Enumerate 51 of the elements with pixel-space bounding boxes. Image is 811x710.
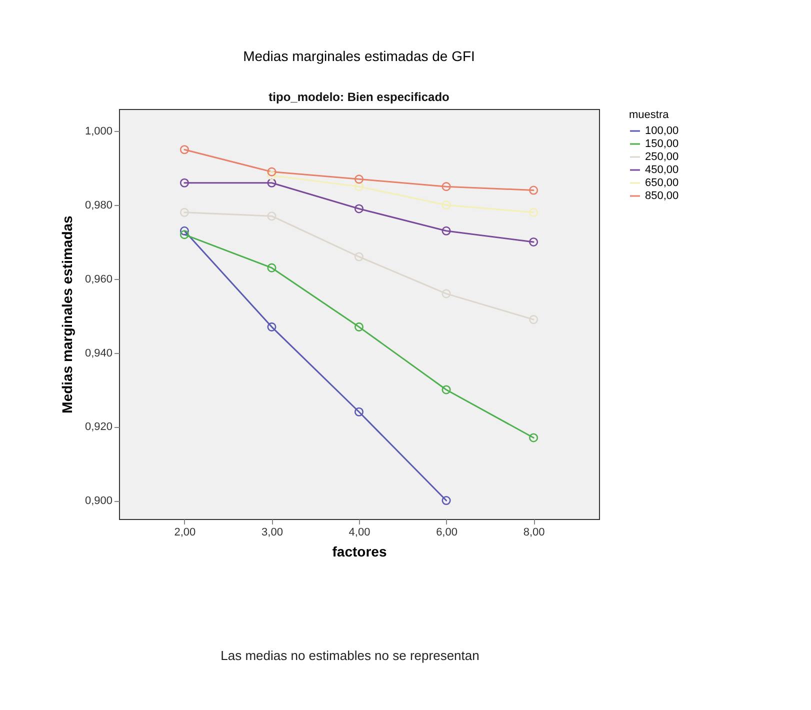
text: Las medias no estimables no se representan [220, 648, 480, 663]
point [442, 182, 451, 192]
y-tick-label: 0,920 [84, 421, 112, 434]
point [180, 145, 189, 154]
x-tick-label: 2,00 [174, 526, 196, 538]
point [267, 170, 276, 180]
y-tick-label: 1,000 [84, 126, 112, 138]
point [529, 208, 538, 217]
point [529, 186, 538, 195]
legend-label: 650,00 [645, 177, 679, 189]
x-axis-title: factores [332, 544, 387, 560]
point [354, 252, 364, 262]
point [529, 433, 538, 442]
point [267, 322, 276, 332]
x-tick-label: 3,00 [262, 526, 283, 538]
legend-label: 850,00 [645, 190, 679, 202]
y-tick-label: 0,940 [84, 347, 112, 360]
point [267, 263, 276, 272]
chart-subtitle: tipo_modelo: Bien especificado [268, 90, 450, 104]
legend-label: 100,00 [645, 125, 679, 137]
point [354, 407, 364, 416]
point [529, 237, 538, 246]
x-tick-label: 8,00 [523, 526, 545, 538]
legend-label: 450,00 [645, 164, 679, 176]
point [442, 226, 451, 236]
y-axis-title: Medias marginales estimadas [58, 215, 75, 414]
point [354, 204, 364, 214]
point [442, 200, 451, 210]
y-tick-label: 0,980 [84, 200, 112, 212]
point [442, 496, 451, 506]
legend-title: muestra [629, 109, 670, 121]
x-tick-label: 4,00 [348, 526, 370, 538]
x-tick-label: 6,00 [436, 526, 458, 538]
point [354, 182, 364, 192]
point [180, 208, 189, 217]
point [180, 178, 189, 188]
point [267, 167, 276, 176]
point [267, 212, 276, 221]
point [180, 230, 189, 240]
legend-label: 250,00 [645, 151, 679, 163]
y-tick-label: 0,960 [84, 273, 112, 286]
y-tick-label: 0,900 [84, 495, 112, 508]
point [442, 289, 451, 298]
chart-title: Medias marginales estimadas de GFI [243, 48, 475, 64]
point [354, 174, 364, 184]
legend-label: 150,00 [645, 138, 679, 150]
point [529, 315, 538, 324]
point [442, 385, 451, 394]
point [267, 178, 276, 188]
point [354, 322, 364, 332]
point [180, 226, 189, 236]
